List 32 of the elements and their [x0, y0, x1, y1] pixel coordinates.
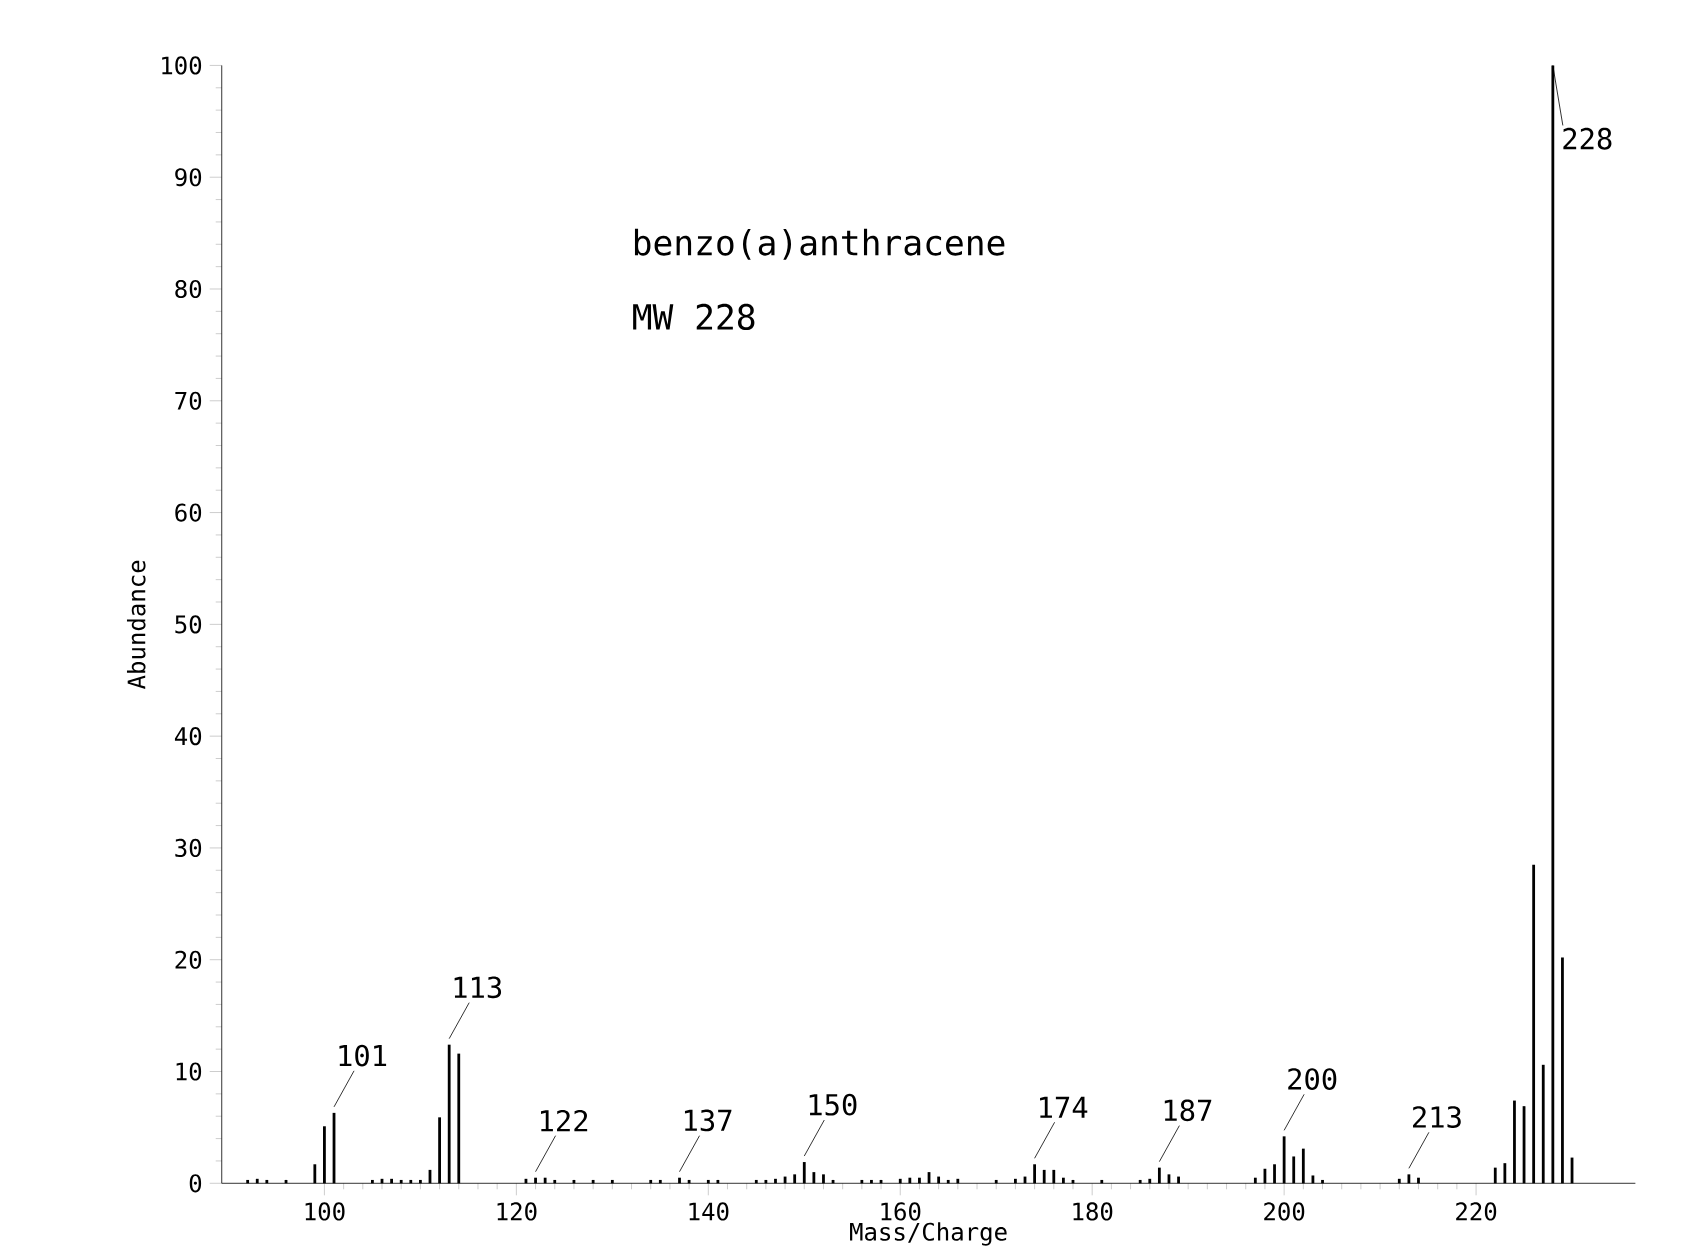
x-tick-label: 100 [305, 1202, 345, 1221]
y-tick-label: 90 [175, 168, 202, 187]
annotation: 174 [1040, 1096, 1088, 1118]
annotation: 137 [684, 1109, 732, 1132]
annotation: 122 [541, 1110, 588, 1132]
annotation: 150 [809, 1093, 857, 1116]
x-tick-label: 120 [497, 1202, 537, 1221]
y-tick-label: 60 [175, 503, 202, 522]
y-axis-title: Abundance [126, 560, 146, 690]
annotation: 113 [454, 976, 502, 999]
y-tick-label: 50 [175, 615, 202, 634]
x-tick-label: 160 [881, 1202, 921, 1221]
y-tick-label: 100 [162, 56, 202, 75]
annotation: 200 [1288, 1068, 1337, 1091]
annotation: 213 [1413, 1106, 1461, 1129]
y-tick-label: 30 [175, 838, 202, 858]
annotation: 101 [339, 1044, 387, 1067]
y-tick-label: 70 [175, 391, 202, 410]
annotation: MW 228 [633, 303, 755, 331]
x-tick-label: 220 [1456, 1202, 1497, 1221]
y-tick-label: 20 [175, 950, 202, 969]
y-tick-label: 80 [175, 280, 202, 299]
x-tick-label: 180 [1073, 1202, 1113, 1221]
x-axis-title: Mass/Charge [850, 1222, 1007, 1246]
x-tick-label: 200 [1264, 1202, 1305, 1221]
y-tick-label: 0 [189, 1174, 202, 1193]
y-tick-label: 40 [174, 727, 202, 746]
annotation: 228 [1563, 128, 1612, 150]
annotation: 187 [1164, 1099, 1212, 1122]
annotation: benzo(a)anthracene [634, 229, 1005, 260]
y-tick-label: 10 [176, 1062, 202, 1081]
x-tick-label: 140 [689, 1202, 729, 1221]
